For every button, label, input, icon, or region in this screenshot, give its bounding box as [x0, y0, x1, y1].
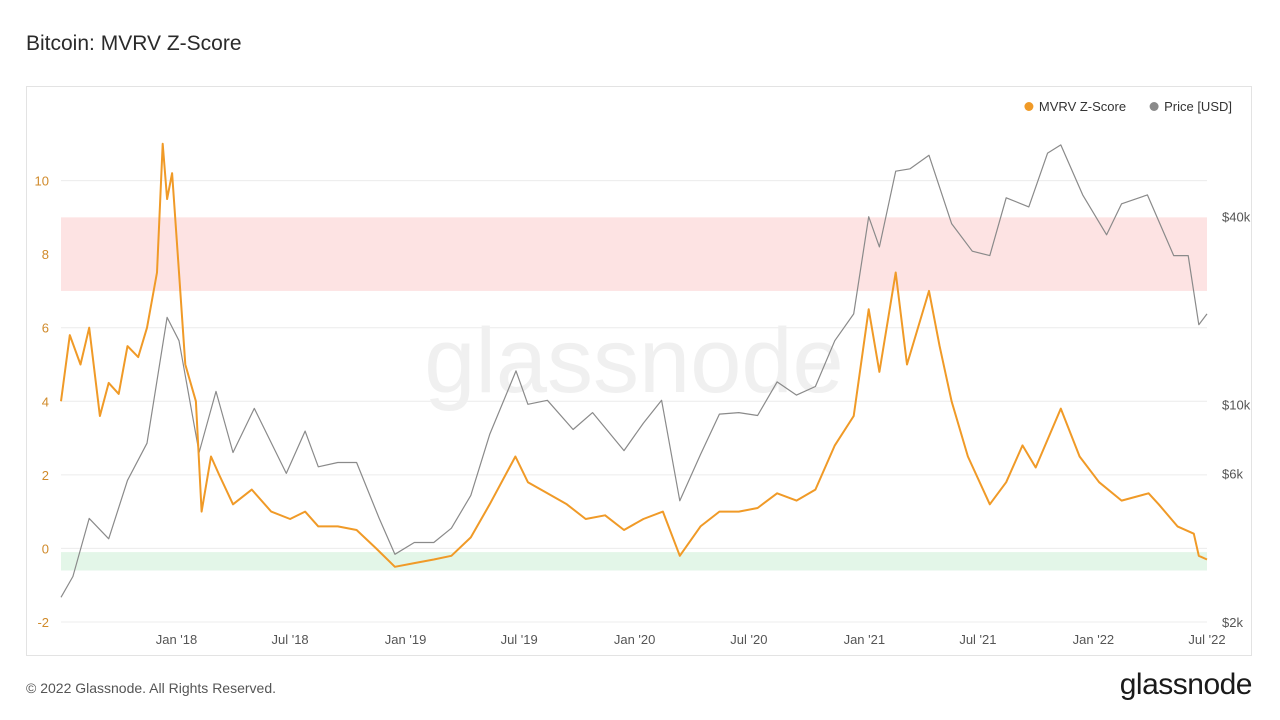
x-axis-tick-label: Jan '19 — [385, 632, 427, 647]
glassnode-logo[interactable]: glassnode — [1119, 668, 1253, 701]
legend-label: Price [USD] — [1164, 99, 1232, 114]
x-axis-tick-label: Jan '22 — [1073, 632, 1115, 647]
x-axis-tick-label: Jan '20 — [614, 632, 656, 647]
legend-dot — [1024, 102, 1034, 111]
x-axis-tick-label: Jan '18 — [156, 632, 198, 647]
copyright-text: © 2022 Glassnode. All Rights Reserved. — [26, 680, 277, 696]
watermark: glassnode — [424, 310, 843, 412]
zscore-series-line — [60, 142, 1208, 568]
left-axis-tick-label: 2 — [42, 468, 49, 483]
x-axis-tick-label: Jul '22 — [1188, 632, 1225, 647]
x-axis-tick-label: Jul '19 — [501, 632, 538, 647]
chart-frame: glassnode -2 0 2 4 6 8 10 $2k $6k $10k $40k Jan '18 J… — [26, 86, 1252, 656]
left-axis-tick-label: -2 — [37, 615, 49, 630]
x-axis-tick-label: Jul '21 — [959, 632, 996, 647]
left-axis-tick-label: 0 — [42, 541, 49, 556]
red-band — [61, 217, 1207, 291]
right-axis-tick-label: $6k — [1222, 466, 1243, 481]
right-axis-tick-label: $10k — [1222, 397, 1251, 412]
price-series-line — [60, 144, 1208, 598]
x-axis-tick-label: Jul '18 — [271, 632, 308, 647]
green-band — [61, 552, 1207, 571]
chart-svg: glassnode -2 0 2 4 6 8 10 $2k $6k $10k $40k Jan '18 J… — [35, 99, 1251, 647]
legend-label: MVRV Z-Score — [1039, 99, 1126, 114]
x-axis-tick-label: Jul '20 — [730, 632, 767, 647]
left-axis-tick-label: 8 — [42, 247, 49, 262]
right-axis-tick-label: $40k — [1222, 210, 1251, 225]
left-axis-tick-label: 6 — [42, 321, 49, 336]
page-title: Bitcoin: MVRV Z-Score — [26, 32, 242, 55]
right-axis-tick-label: $2k — [1222, 615, 1243, 630]
legend-dot — [1149, 102, 1159, 111]
left-axis-tick-label: 10 — [35, 174, 49, 189]
left-axis-tick-label: 4 — [42, 394, 49, 409]
x-axis-tick-label: Jan '21 — [844, 632, 886, 647]
